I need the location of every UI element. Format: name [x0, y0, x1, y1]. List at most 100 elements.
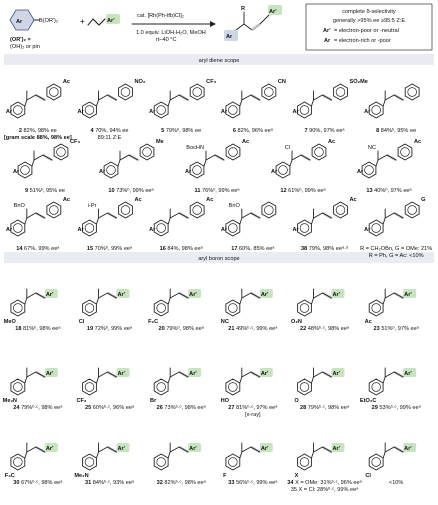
conditions-top: cat. [Rh(Ph-tfb)Cl]₂ [137, 13, 184, 19]
ar-prime-ring-aromatic [192, 205, 202, 215]
ar-prime-substituent: SO₂Me [350, 79, 368, 85]
ar-prime-ring-aromatic [49, 87, 59, 97]
aryl-substituent: F₃C [148, 319, 158, 325]
aryl-substituent: O₂N [291, 319, 302, 325]
alkyl-chain [239, 292, 261, 305]
alkene-bond [322, 94, 332, 101]
ar-prime-box [403, 368, 417, 377]
compound-28: Ar' O28 79%ᵇ·ᶜ, 98% eeᵃ [294, 367, 350, 411]
aryl-ring-aromatic [156, 382, 166, 392]
ar-prime-box [188, 443, 202, 452]
ar-prime-label: Ar' [333, 446, 341, 452]
yield-caption: 10 73%ᵇ, 99% eeᵃ [108, 187, 154, 194]
alkyl-chain [167, 446, 189, 459]
yield-caption: 23 51%ᵇ, 97% eeᵃ [374, 325, 420, 332]
compound-17: BnO Ar 17 60%, 85% eeᵃ [221, 201, 277, 252]
aryl-ring-aromatic [228, 105, 238, 115]
caption-note: 35 X = Cl: 28%ᵇ·ᶜ, 99% eeᵃ [291, 486, 360, 493]
yield-caption: 2 82%, 98% ee [19, 128, 57, 134]
ar-prime-substituent: Ac [328, 139, 335, 145]
ar-prime-ring [404, 83, 420, 101]
yield-caption: 38 79%, 98% eeᵃ·ᵈ [301, 245, 348, 252]
product-chain [235, 13, 271, 31]
aryl-substituent: EtO₂C [360, 398, 376, 404]
alkyl-chain [96, 94, 117, 107]
reactant-boron-label: B(OR')₂ [39, 18, 58, 24]
aryl-ring [225, 453, 241, 471]
aryl-substituent: Me₂N [74, 473, 88, 479]
yield-caption: 17 60%, 85% eeᵃ [231, 246, 275, 252]
ar-prime-ring-aromatic [228, 147, 238, 157]
ar-prime-substituent: CF₃ [206, 79, 216, 85]
alkene-bond [214, 154, 225, 161]
aryl-ring [297, 299, 312, 317]
ar-prime-ring [118, 201, 133, 219]
ar-prime-ring-aromatic [314, 147, 324, 157]
compound-13: NC Ac Ar 13 40%ᵇ, 97% eeᵃ [357, 139, 421, 194]
ar-prime-ring-aromatic [264, 205, 274, 215]
diene-bar-bg [4, 54, 434, 65]
alkene-bond [300, 154, 311, 161]
aryl-ring [297, 453, 312, 471]
alkyl-chain [24, 212, 46, 225]
ar-label: Ar [364, 109, 371, 115]
alkene-bond [393, 292, 404, 299]
box-line1: complete δ-selectivity [342, 9, 396, 15]
alkene-bond [178, 212, 189, 219]
ar-prime-substituent: Ac [63, 197, 70, 203]
yield-caption: 30 67%ᵇ·ᶜ, 98% eeᵃ [13, 479, 63, 486]
boron-section-title: aryl boron scope [198, 256, 239, 262]
ar-prime-label: Ar' [189, 371, 197, 377]
aryl-ring [10, 101, 26, 119]
ar-prime-label: Ar' [46, 371, 54, 377]
aryl-ring [361, 161, 377, 179]
selectivity-box-frame [305, 3, 433, 51]
ar-prime-substituent: Ac [206, 197, 213, 203]
alkyl-chain [117, 154, 139, 167]
ar-prime-ring-aromatic [142, 147, 152, 157]
aryl-ring [225, 101, 241, 119]
ar-prime-ring [118, 83, 133, 101]
ar-prime-substituent: Me [156, 139, 164, 145]
aryl-substituent: NC [221, 319, 229, 325]
aryl-substituent: Ac [365, 319, 372, 325]
yield-caption: <10% [389, 480, 403, 486]
ar-prime-box [106, 14, 120, 24]
yield-caption: 24 79%ᵇ·ᶜ, 98% eeᵃ [13, 404, 63, 411]
alkene-bond [178, 446, 189, 453]
ar-prime-label: Ar' [118, 446, 126, 452]
ar-label: Ar [6, 227, 13, 233]
yield-caption: R = CH₂OBn, G = OMe: 21% [360, 246, 432, 252]
ar-prime-substituent: NO₂ [135, 79, 146, 85]
aryl-ring-aromatic [84, 303, 95, 313]
aryl-ring-aromatic [13, 105, 23, 115]
ar-label: Ar [364, 227, 371, 233]
alkyl-chain [24, 94, 46, 107]
ar-prime-label: Ar' [404, 371, 412, 377]
aryl-ring [10, 299, 26, 317]
alkene-bond [107, 212, 117, 219]
aryl-ring-aromatic [156, 223, 166, 233]
aryl-ring [368, 453, 384, 471]
box-line3-label: Ar' [323, 28, 331, 34]
ar-prime-label: Ar' [46, 292, 54, 298]
aryl-substituent: MeO [4, 319, 17, 325]
aryl-ring [82, 219, 97, 237]
ar-prime-box [331, 368, 345, 377]
ar-prime-box [116, 443, 130, 452]
aryl-ring [82, 378, 97, 396]
conditions-bottom-2: rt–40 °C [156, 37, 177, 43]
aryl-ring [103, 161, 119, 179]
alkyl-chain [96, 371, 117, 384]
alkyl-chain [96, 446, 117, 459]
aryl-ring-aromatic [278, 165, 288, 175]
alkene-bond [322, 446, 332, 453]
aryl-ring-aromatic [371, 223, 381, 233]
aryl-ring-aromatic [156, 105, 166, 115]
alkyl-chain [24, 371, 46, 384]
product-structure: R Ar' Ar [224, 5, 282, 41]
diene-ar-prime: Ar' [107, 18, 115, 24]
